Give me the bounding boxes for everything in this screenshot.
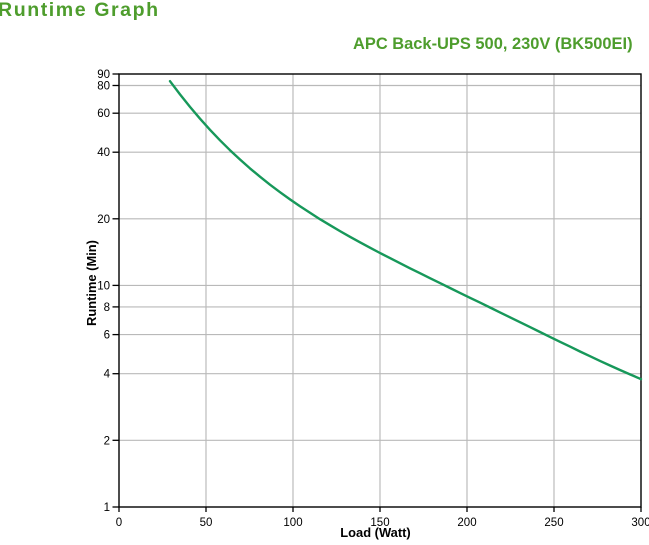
svg-text:200: 200 — [457, 517, 476, 529]
svg-text:0: 0 — [116, 517, 122, 529]
svg-text:150: 150 — [370, 517, 389, 529]
svg-text:20: 20 — [97, 214, 110, 226]
svg-text:Runtime (Min): Runtime (Min) — [84, 240, 99, 326]
svg-text:6: 6 — [104, 330, 110, 342]
svg-text:300: 300 — [631, 517, 649, 529]
svg-text:1: 1 — [104, 502, 110, 514]
svg-text:2: 2 — [104, 435, 110, 447]
svg-text:60: 60 — [97, 108, 110, 120]
svg-text:10: 10 — [97, 280, 110, 292]
svg-text:100: 100 — [283, 517, 302, 529]
svg-text:8: 8 — [104, 302, 110, 314]
svg-text:Load (Watt): Load (Watt) — [340, 525, 410, 540]
svg-text:4: 4 — [104, 369, 111, 381]
svg-text:250: 250 — [544, 517, 563, 529]
svg-text:90: 90 — [97, 69, 110, 81]
svg-text:40: 40 — [97, 147, 110, 159]
svg-text:50: 50 — [200, 517, 213, 529]
svg-text:80: 80 — [97, 81, 110, 93]
